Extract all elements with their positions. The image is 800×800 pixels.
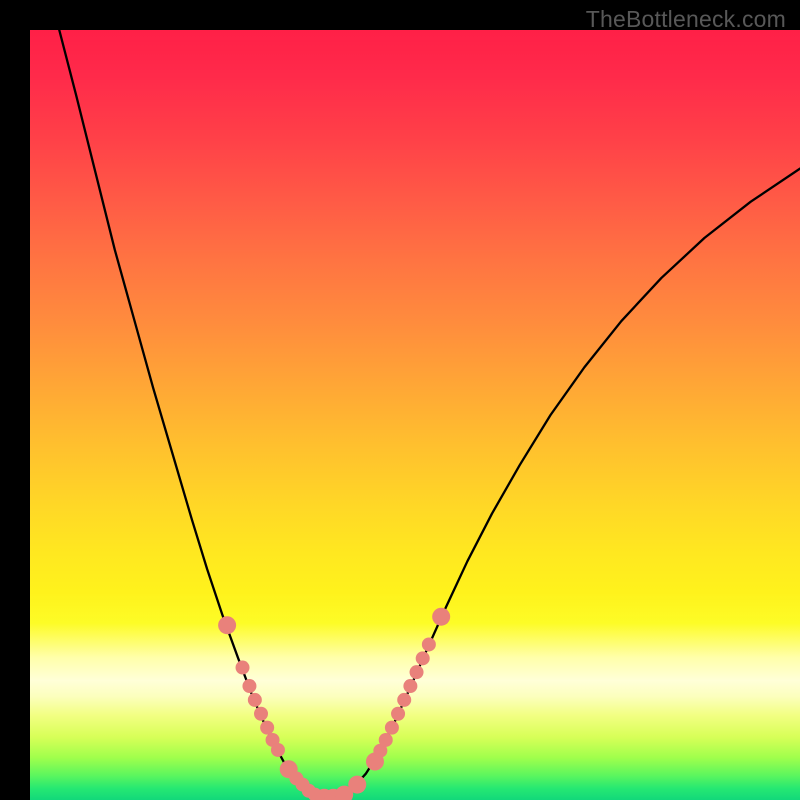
data-marker <box>397 693 411 707</box>
watermark-text: TheBottleneck.com <box>586 6 786 33</box>
data-marker <box>218 616 236 634</box>
data-marker <box>236 661 250 675</box>
data-marker <box>410 665 424 679</box>
data-marker <box>260 721 274 735</box>
chart-frame: TheBottleneck.com <box>0 0 800 800</box>
data-marker <box>422 637 436 651</box>
data-marker <box>385 721 399 735</box>
data-marker <box>403 679 417 693</box>
data-marker <box>348 776 366 794</box>
data-marker <box>242 679 256 693</box>
data-marker <box>391 707 405 721</box>
data-marker <box>254 707 268 721</box>
data-marker <box>416 651 430 665</box>
plot-area <box>30 30 800 800</box>
chart-svg <box>30 30 800 800</box>
data-marker <box>432 608 450 626</box>
data-marker <box>248 693 262 707</box>
data-marker <box>271 743 285 757</box>
data-marker <box>379 733 393 747</box>
